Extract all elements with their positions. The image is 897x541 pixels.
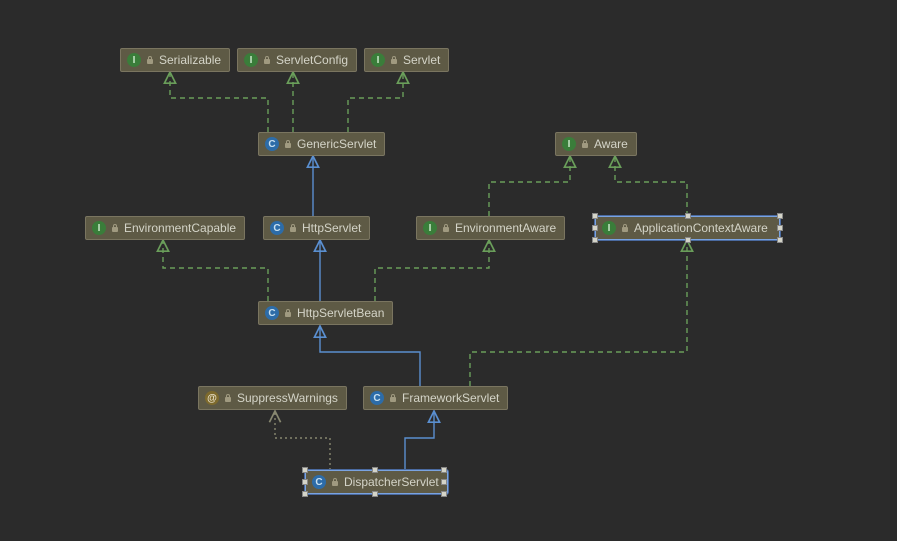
selection-handle[interactable] bbox=[685, 213, 691, 219]
selection-handle[interactable] bbox=[302, 467, 308, 473]
lock-icon bbox=[147, 56, 153, 64]
selection-handle[interactable] bbox=[372, 491, 378, 497]
node-aware[interactable]: I Aware bbox=[555, 132, 637, 156]
interface-icon: I bbox=[602, 221, 616, 235]
node-label: DispatcherServlet bbox=[344, 475, 439, 489]
node-label: Aware bbox=[594, 137, 628, 151]
class-icon: C bbox=[265, 306, 279, 320]
node-label: ServletConfig bbox=[276, 53, 348, 67]
selection-handle[interactable] bbox=[592, 225, 598, 231]
class-icon: C bbox=[265, 137, 279, 151]
lock-icon bbox=[225, 394, 231, 402]
node-serializable[interactable]: I Serializable bbox=[120, 48, 230, 72]
interface-icon: I bbox=[127, 53, 141, 67]
selection-handle[interactable] bbox=[777, 213, 783, 219]
node-label: GenericServlet bbox=[297, 137, 376, 151]
lock-icon bbox=[390, 394, 396, 402]
node-label: HttpServlet bbox=[302, 221, 361, 235]
lock-icon bbox=[285, 140, 291, 148]
node-label: ApplicationContextAware bbox=[634, 221, 768, 235]
edge-frameworkservlet-httpservletbean bbox=[320, 326, 420, 386]
node-label: EnvironmentCapable bbox=[124, 221, 236, 235]
lock-icon bbox=[622, 224, 628, 232]
node-httpservletbean[interactable]: C HttpServletBean bbox=[258, 301, 393, 325]
selection-handle[interactable] bbox=[441, 467, 447, 473]
class-icon: C bbox=[370, 391, 384, 405]
interface-icon: I bbox=[371, 53, 385, 67]
selection-handle[interactable] bbox=[592, 237, 598, 243]
node-servlet[interactable]: I Servlet bbox=[364, 48, 449, 72]
node-label: Servlet bbox=[403, 53, 440, 67]
node-genericservlet[interactable]: C GenericServlet bbox=[258, 132, 385, 156]
lock-icon bbox=[290, 224, 296, 232]
interface-icon: I bbox=[92, 221, 106, 235]
node-suppresswarnings[interactable]: @ SuppressWarnings bbox=[198, 386, 347, 410]
selection-handle[interactable] bbox=[441, 491, 447, 497]
selection-handle[interactable] bbox=[685, 237, 691, 243]
edge-genericservlet-servlet bbox=[348, 72, 403, 132]
edge-httpservletbean-envaware bbox=[375, 240, 489, 301]
node-envaware[interactable]: I EnvironmentAware bbox=[416, 216, 565, 240]
selection-handle[interactable] bbox=[777, 225, 783, 231]
edge-dispatcherservlet-frameworkservlet bbox=[405, 411, 434, 470]
selection-handle[interactable] bbox=[777, 237, 783, 243]
edge-dispatcherservlet-suppresswarnings bbox=[275, 411, 330, 470]
edge-frameworkservlet-appctxaware bbox=[470, 240, 687, 386]
annotation-icon: @ bbox=[205, 391, 219, 405]
edge-layer bbox=[0, 0, 897, 541]
selection-handle[interactable] bbox=[441, 479, 447, 485]
node-label: Serializable bbox=[159, 53, 221, 67]
node-frameworkservlet[interactable]: C FrameworkServlet bbox=[363, 386, 508, 410]
lock-icon bbox=[582, 140, 588, 148]
edge-envaware-aware bbox=[489, 156, 570, 216]
edge-appctxaware-aware bbox=[615, 156, 687, 216]
node-httpservlet[interactable]: C HttpServlet bbox=[263, 216, 370, 240]
edge-genericservlet-serializable bbox=[170, 72, 268, 132]
edge-httpservletbean-envcapable bbox=[163, 240, 268, 301]
interface-icon: I bbox=[562, 137, 576, 151]
lock-icon bbox=[391, 56, 397, 64]
class-icon: C bbox=[270, 221, 284, 235]
lock-icon bbox=[443, 224, 449, 232]
lock-icon bbox=[285, 309, 291, 317]
node-servletconfig[interactable]: I ServletConfig bbox=[237, 48, 357, 72]
selection-handle[interactable] bbox=[302, 479, 308, 485]
selection-handle[interactable] bbox=[302, 491, 308, 497]
node-label: SuppressWarnings bbox=[237, 391, 338, 405]
node-envcapable[interactable]: I EnvironmentCapable bbox=[85, 216, 245, 240]
lock-icon bbox=[332, 478, 338, 486]
interface-icon: I bbox=[244, 53, 258, 67]
selection-handle[interactable] bbox=[592, 213, 598, 219]
selection-handle[interactable] bbox=[372, 467, 378, 473]
lock-icon bbox=[264, 56, 270, 64]
node-label: HttpServletBean bbox=[297, 306, 384, 320]
node-label: EnvironmentAware bbox=[455, 221, 556, 235]
lock-icon bbox=[112, 224, 118, 232]
node-label: FrameworkServlet bbox=[402, 391, 499, 405]
interface-icon: I bbox=[423, 221, 437, 235]
class-icon: C bbox=[312, 475, 326, 489]
